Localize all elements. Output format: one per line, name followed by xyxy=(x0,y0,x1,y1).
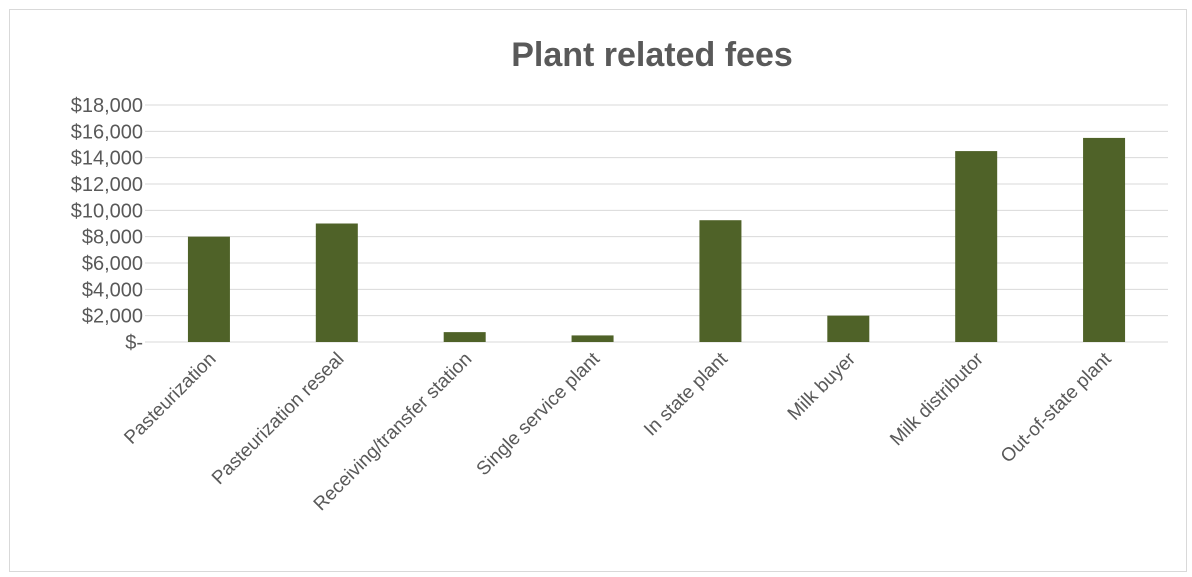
bar xyxy=(315,223,358,342)
x-tick-label: Single service plant xyxy=(473,348,605,480)
x-tick-label: Pasteurization xyxy=(120,349,220,449)
y-tick-label: $4,000 xyxy=(82,279,143,301)
x-tick-label: Milk distributor xyxy=(886,348,988,450)
y-tick-label: $18,000 xyxy=(71,95,143,117)
bar xyxy=(187,236,230,342)
y-tick-label: $8,000 xyxy=(82,227,143,249)
y-tick-label: $10,000 xyxy=(71,200,143,222)
y-tick-label: $16,000 xyxy=(71,121,143,143)
gridlines xyxy=(145,104,1168,343)
x-tick-label: Pasteurization reseal xyxy=(208,349,348,489)
y-tick-label: $14,000 xyxy=(71,148,143,170)
x-tick-label: In state plant xyxy=(640,348,732,440)
y-tick-label: $12,000 xyxy=(71,174,143,196)
bar xyxy=(955,151,998,342)
bar xyxy=(443,332,486,342)
chart-title: Plant related fees xyxy=(511,36,793,74)
bar xyxy=(1083,137,1126,342)
bar xyxy=(699,220,742,342)
y-tick-label: $6,000 xyxy=(82,253,143,275)
y-tick-label: $2,000 xyxy=(82,306,143,328)
bars xyxy=(187,137,1126,342)
y-axis-tick-labels: $- $2,000 $4,000 $6,000 $8,000 $10,000 $12,000… xyxy=(71,95,143,354)
x-tick-label: Out-of-state plant xyxy=(997,348,1116,467)
bar xyxy=(827,315,870,342)
bar xyxy=(571,335,614,342)
x-tick-label: Milk buyer xyxy=(784,348,861,425)
y-tick-label: $- xyxy=(125,332,143,354)
